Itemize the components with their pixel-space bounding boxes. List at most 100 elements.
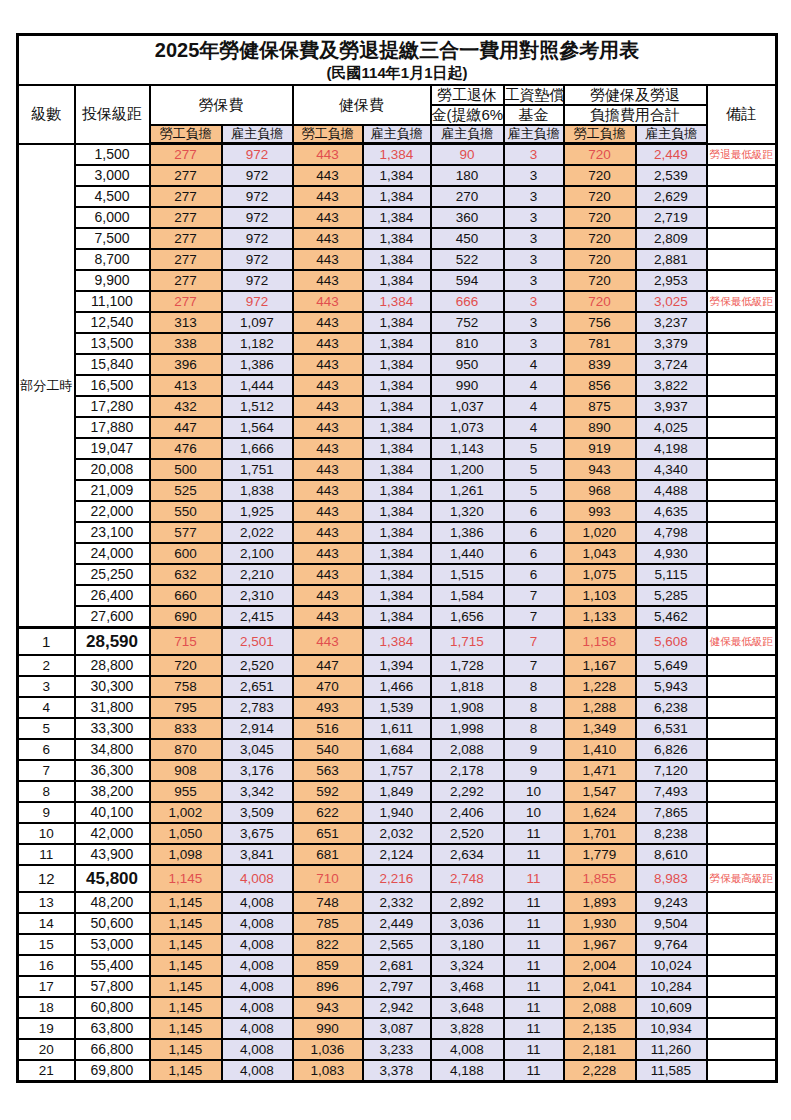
cell-fund-employer: 10 (504, 781, 564, 802)
table-row: 25,2506322,2104431,3841,51561,0755,115 (18, 564, 777, 585)
cell-health-employee: 443 (293, 207, 363, 228)
cell-labor-employee: 1,145 (150, 955, 222, 976)
cell-insured-bracket: 20,008 (75, 459, 150, 480)
cell-fund-employer: 11 (504, 865, 564, 892)
cell-pension-employer: 522 (431, 249, 504, 270)
cell-health-employer: 1,384 (363, 501, 431, 522)
table-row: 1348,2001,1454,0087482,3322,892111,8939,… (18, 892, 777, 913)
cell-total-employer: 6,531 (636, 718, 707, 739)
cell-total-employee: 720 (564, 144, 636, 166)
cell-total-employer: 9,764 (636, 934, 707, 955)
cell-level: 2 (18, 655, 75, 676)
cell-remark (707, 333, 777, 354)
cell-total-employee: 1,855 (564, 865, 636, 892)
cell-level: 15 (18, 934, 75, 955)
cell-pension-employer: 752 (431, 312, 504, 333)
cell-remark (707, 718, 777, 739)
cell-total-employee: 993 (564, 501, 636, 522)
cell-insured-bracket: 6,000 (75, 207, 150, 228)
cell-insured-bracket: 66,800 (75, 1039, 150, 1060)
cell-labor-employee: 500 (150, 459, 222, 480)
cell-health-employee: 447 (293, 655, 363, 676)
cell-insured-bracket: 43,900 (75, 844, 150, 865)
cell-pension-employer: 594 (431, 270, 504, 291)
cell-fund-employer: 3 (504, 249, 564, 270)
cell-health-employee: 710 (293, 865, 363, 892)
cell-labor-employer: 1,925 (222, 501, 293, 522)
cell-health-employer: 1,466 (363, 676, 431, 697)
table-row: 330,3007582,6514701,4661,81881,2285,943 (18, 676, 777, 697)
cell-insured-bracket: 9,900 (75, 270, 150, 291)
cell-insured-bracket: 40,100 (75, 802, 150, 823)
cell-total-employer: 4,340 (636, 459, 707, 480)
cell-health-employer: 1,394 (363, 655, 431, 676)
cell-labor-employer: 972 (222, 144, 293, 166)
cell-pension-employer: 3,180 (431, 934, 504, 955)
cell-labor-employer: 2,501 (222, 628, 293, 656)
cell-labor-employer: 4,008 (222, 934, 293, 955)
cell-health-employer: 1,384 (363, 396, 431, 417)
cell-total-employer: 3,822 (636, 375, 707, 396)
cell-total-employer: 7,493 (636, 781, 707, 802)
cell-total-employer: 5,285 (636, 585, 707, 606)
cell-insured-bracket: 16,500 (75, 375, 150, 396)
cell-remark (707, 312, 777, 333)
cell-health-employer: 1,940 (363, 802, 431, 823)
table-row: 22,0005501,9254431,3841,32069934,635 (18, 501, 777, 522)
cell-level: 4 (18, 697, 75, 718)
cell-total-employee: 1,893 (564, 892, 636, 913)
cell-insured-bracket: 45,800 (75, 865, 150, 892)
cell-level: 18 (18, 997, 75, 1018)
cell-insured-bracket: 28,800 (75, 655, 150, 676)
cell-remark (707, 228, 777, 249)
cell-health-employer: 1,384 (363, 186, 431, 207)
cell-health-employer: 1,684 (363, 739, 431, 760)
table-row: 1553,0001,1454,0088222,5653,180111,9679,… (18, 934, 777, 955)
cell-health-employee: 443 (293, 312, 363, 333)
cell-remark (707, 955, 777, 976)
table-row: 20,0085001,7514431,3841,20059434,340 (18, 459, 777, 480)
title-cell: 2025年勞健保保費及勞退提繳三合一費用對照參考用表 (民國114年1月1日起) (18, 35, 777, 86)
cell-insured-bracket: 55,400 (75, 955, 150, 976)
cell-total-employer: 2,539 (636, 165, 707, 186)
cell-level: 12 (18, 865, 75, 892)
cell-insured-bracket: 48,200 (75, 892, 150, 913)
cell-fund-employer: 3 (504, 228, 564, 249)
cell-labor-employee: 277 (150, 186, 222, 207)
cell-labor-employee: 1,050 (150, 823, 222, 844)
cell-total-employer: 2,953 (636, 270, 707, 291)
col-header-bracket: 投保級距 (75, 85, 150, 144)
cell-pension-employer: 1,261 (431, 480, 504, 501)
table-row: 3,0002779724431,38418037202,539 (18, 165, 777, 186)
table-row: 23,1005772,0224431,3841,38661,0204,798 (18, 522, 777, 543)
premium-comparison-table: 2025年勞健保保費及勞退提繳三合一費用對照參考用表 (民國114年1月1日起)… (16, 33, 778, 1083)
cell-level: 13 (18, 892, 75, 913)
cell-insured-bracket: 63,800 (75, 1018, 150, 1039)
cell-labor-employee: 525 (150, 480, 222, 501)
cell-labor-employee: 1,145 (150, 892, 222, 913)
page-title: 2025年勞健保保費及勞退提繳三合一費用對照參考用表 (19, 37, 775, 63)
cell-health-employee: 651 (293, 823, 363, 844)
cell-pension-employer: 1,320 (431, 501, 504, 522)
cell-total-employer: 10,934 (636, 1018, 707, 1039)
cell-labor-employer: 2,415 (222, 606, 293, 628)
cell-labor-employee: 277 (150, 270, 222, 291)
table-row: 1860,8001,1454,0089432,9423,648112,08810… (18, 997, 777, 1018)
cell-fund-employer: 5 (504, 459, 564, 480)
cell-total-employer: 7,865 (636, 802, 707, 823)
cell-fund-employer: 11 (504, 1039, 564, 1060)
cell-labor-employee: 277 (150, 144, 222, 166)
cell-labor-employer: 3,342 (222, 781, 293, 802)
col-header-pension-line1: 勞工退休 (431, 85, 504, 105)
cell-health-employer: 1,384 (363, 606, 431, 628)
cell-health-employee: 681 (293, 844, 363, 865)
cell-remark (707, 934, 777, 955)
table-row: 634,8008703,0455401,6842,08891,4106,826 (18, 739, 777, 760)
cell-total-employee: 890 (564, 417, 636, 438)
cell-level: 3 (18, 676, 75, 697)
cell-labor-employer: 1,564 (222, 417, 293, 438)
cell-health-employee: 443 (293, 480, 363, 501)
subheader-total-employer: 雇主負擔 (636, 125, 707, 144)
cell-total-employee: 1,410 (564, 739, 636, 760)
cell-health-employer: 1,384 (363, 628, 431, 656)
